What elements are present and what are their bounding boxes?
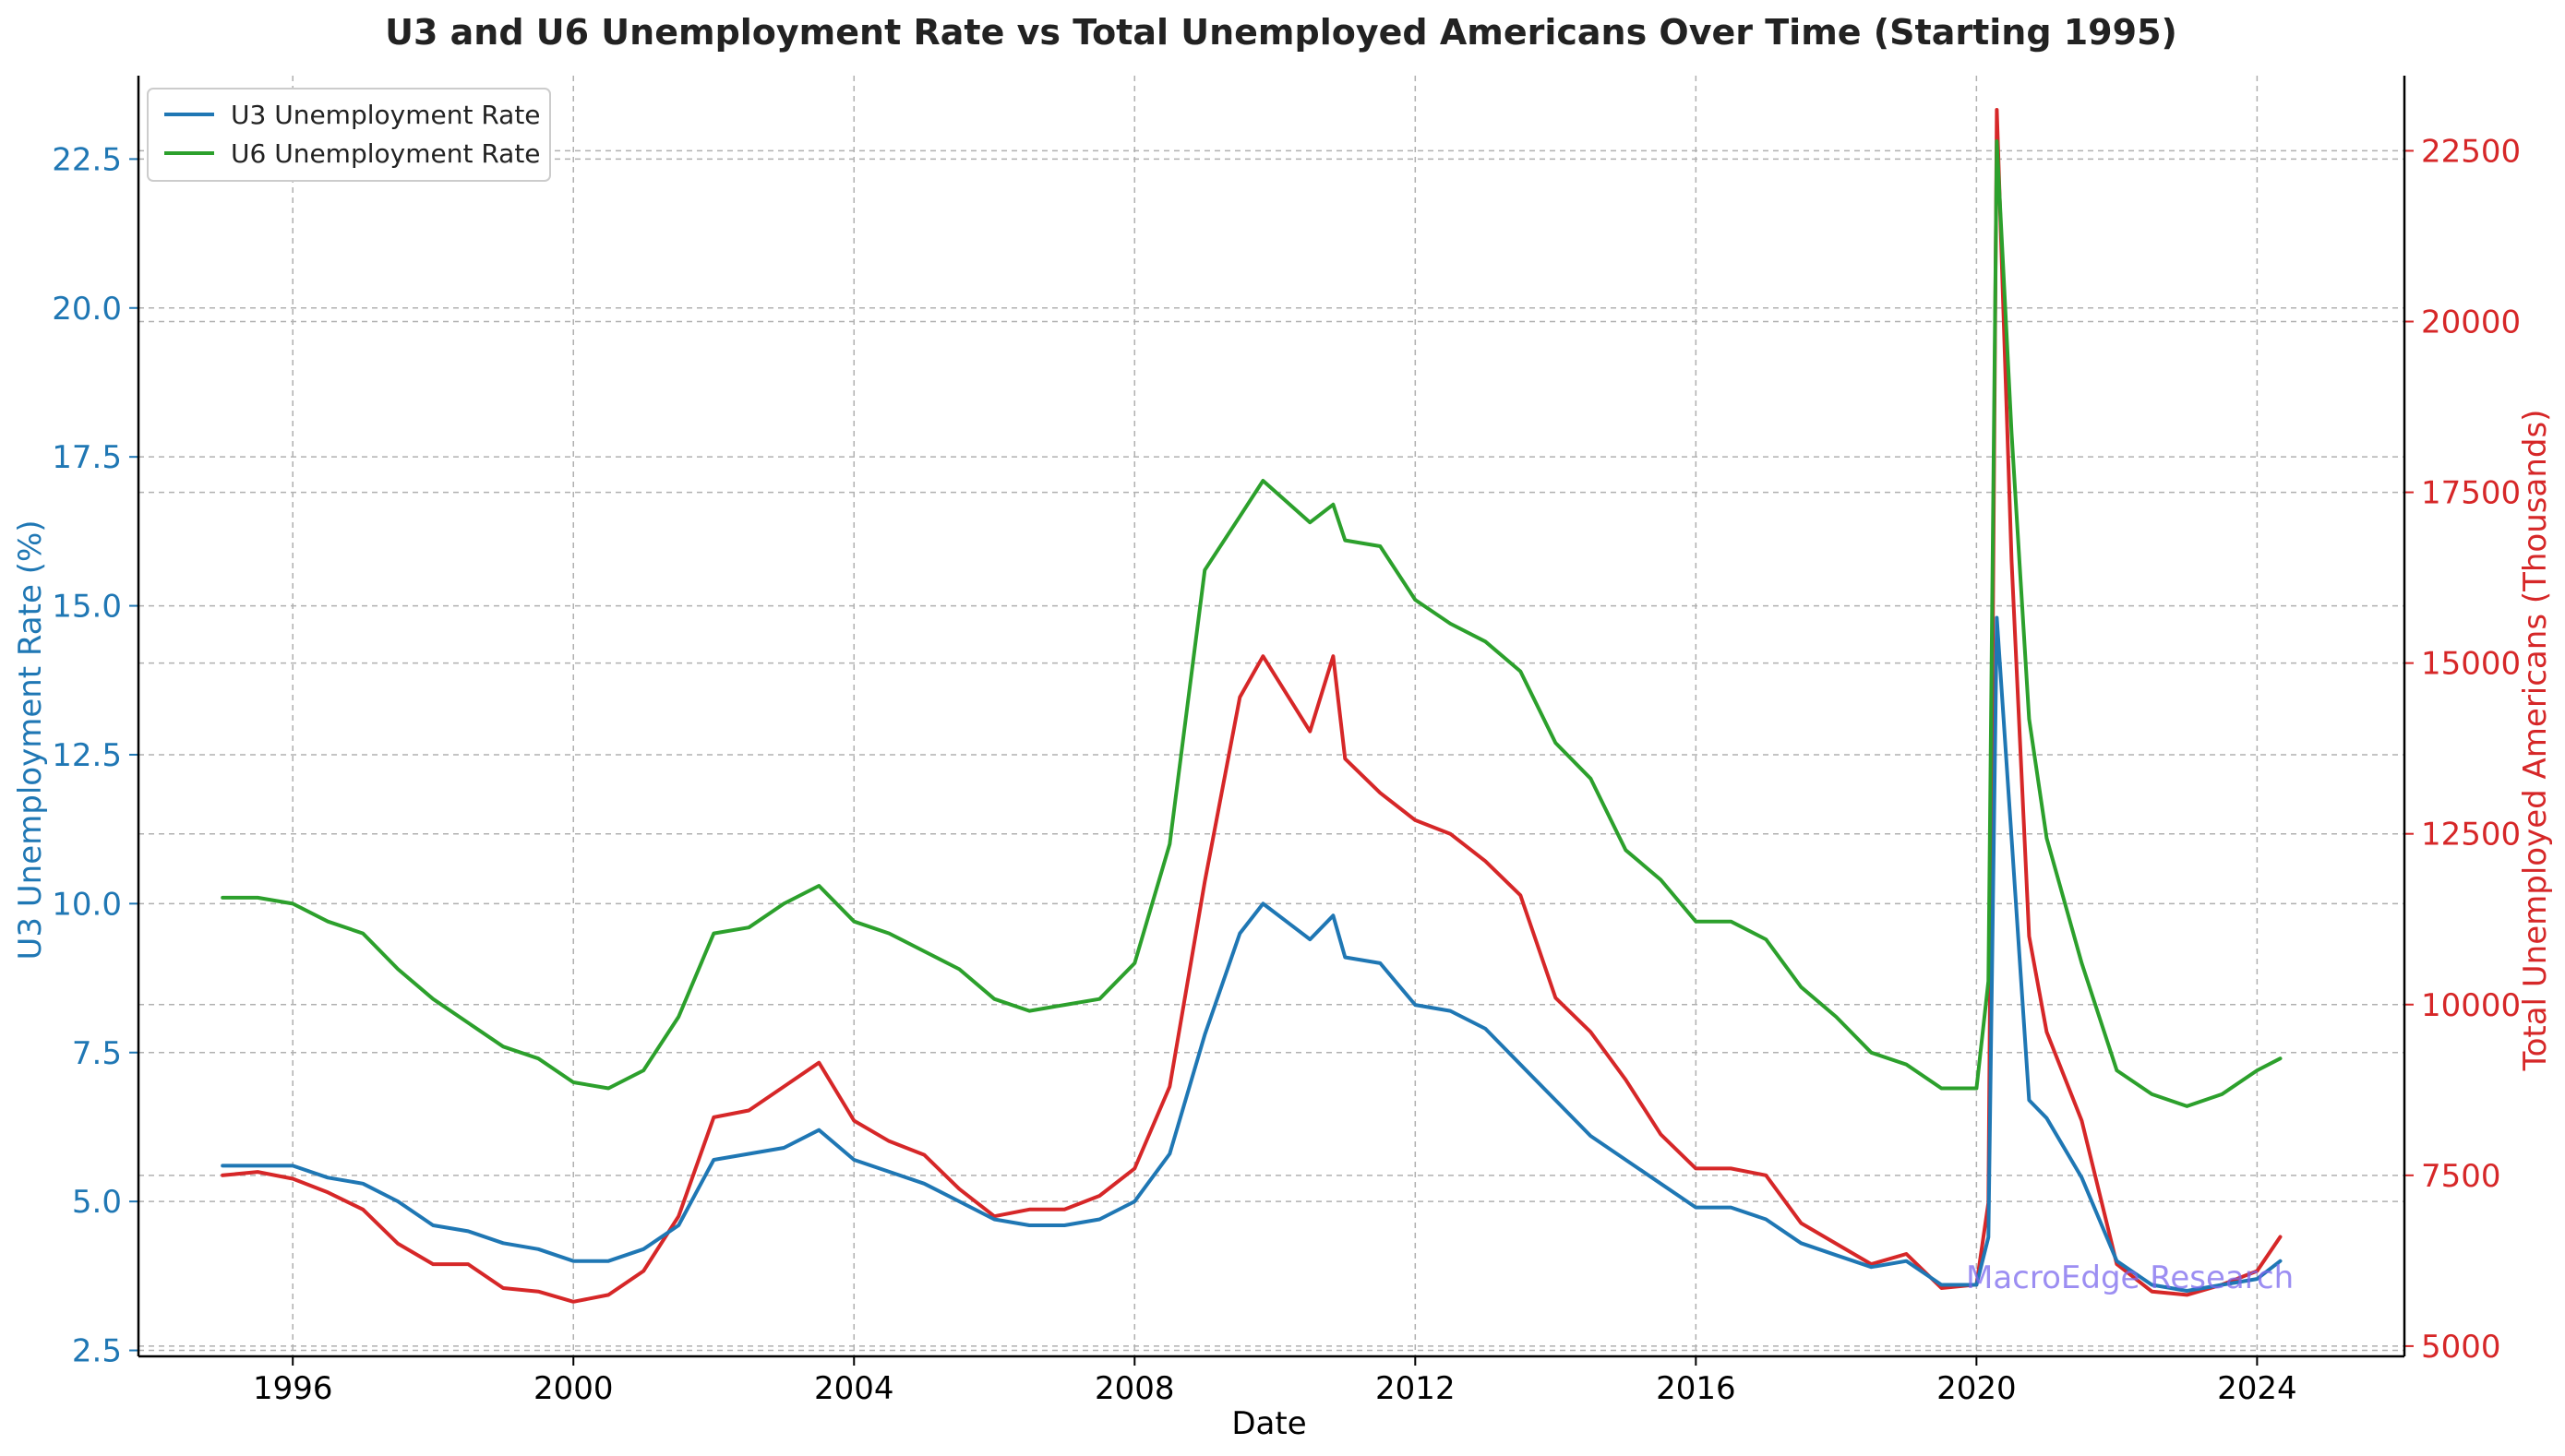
x-tick-label: 2000: [533, 1370, 614, 1407]
series-lines: [221, 108, 2283, 1304]
y2-tick-label: 17500: [2421, 475, 2521, 512]
y2-tick-label: 7500: [2421, 1158, 2501, 1195]
legend-label-u6: U6 Unemployment Rate: [231, 138, 541, 169]
y2-tick-label: 22500: [2421, 133, 2521, 170]
y-tick-label: 22.5: [52, 141, 122, 178]
x-tick-label: 2020: [1936, 1370, 2017, 1407]
y-tick-label: 5.0: [72, 1184, 122, 1221]
legend-label-u3: U3 Unemployment Rate: [231, 100, 541, 130]
y-tick-label: 2.5: [72, 1333, 122, 1370]
chart-title: U3 and U6 Unemployment Rate vs Total Une…: [385, 12, 2177, 53]
x-tick-label: 2008: [1095, 1370, 1175, 1407]
series-line-u3: [221, 615, 2283, 1293]
watermark: MacroEdge Research: [1966, 1259, 2294, 1296]
series-line-u6: [221, 139, 2283, 1108]
y-axis-label: U3 Unemployment Rate (%): [12, 519, 49, 960]
y-tick-label: 7.5: [72, 1035, 122, 1072]
y2-tick-label: 20000: [2421, 304, 2521, 340]
y2-tick-label: 12500: [2421, 817, 2521, 853]
y-tick-label: 17.5: [52, 439, 122, 476]
legend-box: [147, 88, 551, 182]
y2-tick-label: 10000: [2421, 987, 2521, 1024]
x-tick-label: 1996: [253, 1370, 333, 1407]
tick-labels: 1996 2000 2004 2008 2012 2016 2020 2024 2.5 5.0 7.…: [52, 133, 2521, 1407]
x-axis-label: Date: [1231, 1405, 1306, 1442]
legend: U3 Unemployment Rate U6 Unemployment Rat…: [147, 88, 551, 182]
x-tick-label: 2012: [1375, 1370, 1456, 1407]
y-tick-label: 20.0: [52, 291, 122, 328]
y2-tick-label: 15000: [2421, 646, 2521, 683]
x-tick-label: 2024: [2217, 1370, 2297, 1407]
x-tick-label: 2004: [814, 1370, 894, 1407]
y-tick-label: 10.0: [52, 886, 122, 923]
y-tick-label: 12.5: [52, 737, 122, 774]
axes: [129, 76, 2414, 1366]
y2-axis-label: Total Unemployed Americans (Thousands): [2517, 410, 2554, 1072]
x-tick-label: 2016: [1656, 1370, 1736, 1407]
y-tick-label: 15.0: [52, 589, 122, 626]
y2-tick-label: 5000: [2421, 1329, 2501, 1366]
